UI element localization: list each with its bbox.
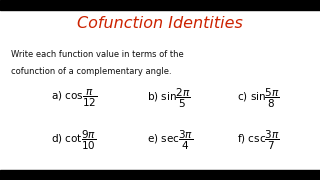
- Text: c) $\mathrm{sin}\dfrac{5\pi}{8}$: c) $\mathrm{sin}\dfrac{5\pi}{8}$: [237, 86, 280, 110]
- Text: Write each function value in terms of the: Write each function value in terms of th…: [11, 50, 184, 59]
- Text: a) $\mathrm{cos}\dfrac{\pi}{12}$: a) $\mathrm{cos}\dfrac{\pi}{12}$: [51, 87, 98, 109]
- Text: e) $\mathrm{sec}\dfrac{3\pi}{4}$: e) $\mathrm{sec}\dfrac{3\pi}{4}$: [147, 129, 193, 152]
- Bar: [0, 170, 320, 180]
- Text: cofunction of a complementary angle.: cofunction of a complementary angle.: [11, 67, 172, 76]
- Text: d) $\mathrm{cot}\dfrac{9\pi}{10}$: d) $\mathrm{cot}\dfrac{9\pi}{10}$: [51, 129, 96, 152]
- Text: Cofunction Identities: Cofunction Identities: [77, 16, 243, 31]
- Text: f) $\mathrm{csc}\dfrac{3\pi}{7}$: f) $\mathrm{csc}\dfrac{3\pi}{7}$: [237, 129, 280, 152]
- Text: b) $\mathrm{sin}\dfrac{2\pi}{5}$: b) $\mathrm{sin}\dfrac{2\pi}{5}$: [147, 86, 191, 110]
- Bar: [0, 0, 320, 10]
